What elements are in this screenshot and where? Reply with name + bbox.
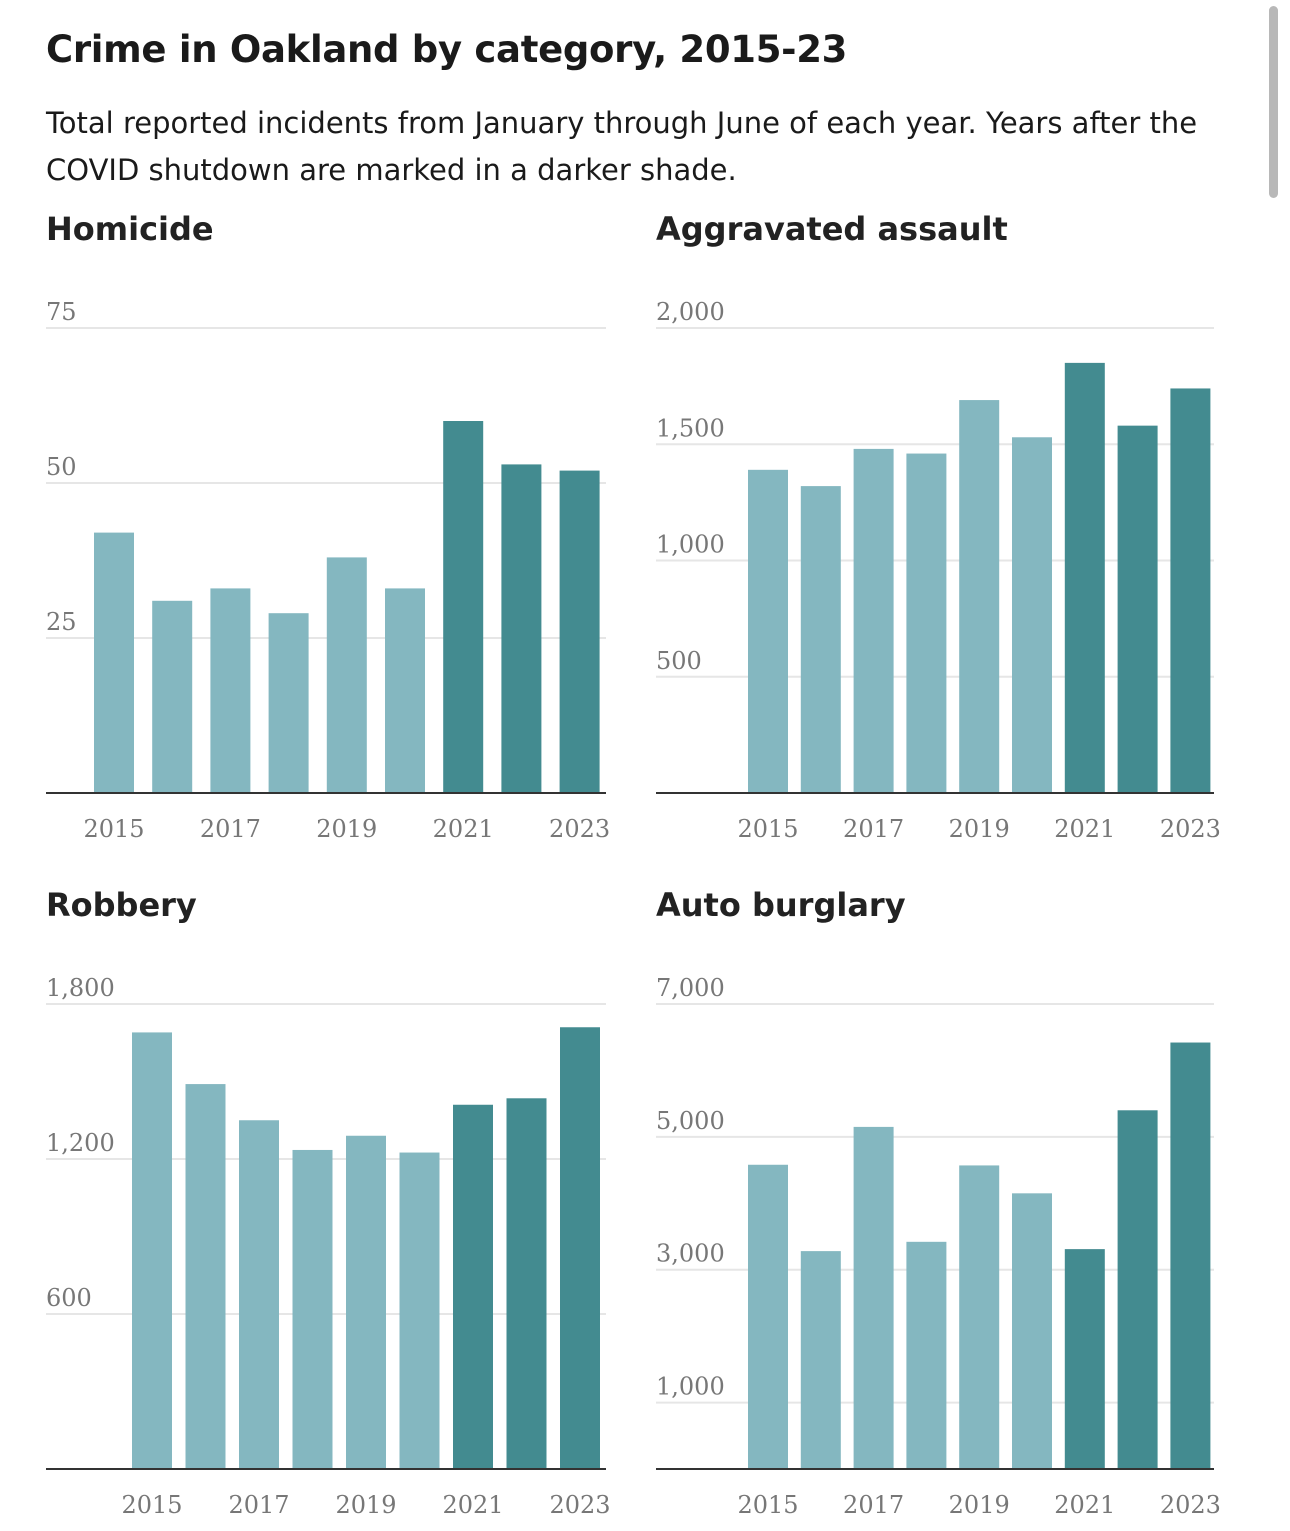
auto-burglary-bar-2020: [1012, 1193, 1052, 1469]
homicide-x-tick-label: 2019: [316, 815, 377, 843]
auto-burglary-bar-2018: [906, 1241, 947, 1469]
panel-title-aggravated-assault: Aggravated assault: [656, 210, 1008, 248]
robbery-x-tick-label: 2019: [335, 1491, 396, 1519]
aggravated-assault-bar-2016: [800, 486, 841, 793]
aggravated-assault-bar-2015: [748, 469, 788, 793]
auto-burglary-y-tick-label: 5,000: [656, 1107, 725, 1135]
chart-subtitle: Total reported incidents from January th…: [46, 106, 1198, 187]
auto-burglary-bar-2022: [1117, 1110, 1158, 1469]
homicide-bar-2023: [559, 470, 600, 793]
robbery-bar-2023: [560, 1027, 600, 1469]
panel-title-auto-burglary: Auto burglary: [656, 886, 906, 924]
robbery-y-tick-label: 1,200: [46, 1129, 115, 1157]
robbery-bar-2021: [453, 1104, 493, 1469]
robbery-y-tick-label: 1,800: [46, 974, 115, 1002]
auto-burglary-bar-2017: [853, 1126, 894, 1469]
homicide-x-tick-label: 2021: [433, 815, 494, 843]
auto-burglary-x-tick-label: 2015: [737, 1491, 798, 1519]
aggravated-assault-chart-svg: 500 1,000 1,500 2,000 2015 2017 2019 2021 2023: [656, 298, 1221, 843]
homicide-y-tick-label: 25: [46, 608, 77, 636]
robbery-x-tick-label: 2021: [442, 1491, 503, 1519]
aggravated-assault-x-tick-label: 2021: [1054, 815, 1115, 843]
homicide-bar-2019: [326, 557, 367, 793]
aggravated-assault-x-tick-label: 2015: [737, 815, 798, 843]
auto-burglary-x-tick-label: 2017: [843, 1491, 904, 1519]
auto-burglary-y-tick-label: 3,000: [656, 1240, 725, 1268]
homicide-bar-2018: [268, 613, 309, 793]
auto-burglary-bar-2015: [748, 1164, 788, 1469]
homicide-bar-2022: [501, 464, 542, 793]
robbery-chart-svg: 600 1,200 1,800 2015 2017 2019 2021 2023: [46, 974, 611, 1519]
robbery-x-tick-label: 2015: [121, 1491, 182, 1519]
auto-burglary-y-tick-label: 1,000: [656, 1373, 725, 1401]
homicide-bar-2021: [443, 421, 484, 793]
aggravated-assault-bar-2020: [1012, 437, 1052, 793]
auto-burglary-bar-2023: [1170, 1042, 1211, 1469]
aggravated-assault-bar-2018: [906, 453, 947, 793]
robbery-bar-2020: [399, 1152, 440, 1469]
aggravated-assault-x-tick-label: 2017: [843, 815, 904, 843]
aggravated-assault-bar-2021: [1064, 362, 1105, 793]
homicide-x-tick-label: 2017: [200, 815, 261, 843]
aggravated-assault-bar-2023: [1170, 388, 1211, 793]
aggravated-assault-y-tick-label: 500: [656, 647, 702, 675]
robbery-y-tick-label: 600: [46, 1284, 92, 1312]
panel-title-homicide: Homicide: [46, 210, 214, 248]
homicide-x-tick-label: 2023: [549, 815, 610, 843]
homicide-y-tick-label: 50: [46, 453, 77, 481]
homicide-chart-svg: 25 50 75 2015 2017 2019 2021 2023: [46, 298, 610, 843]
auto-burglary-x-tick-label: 2019: [949, 1491, 1010, 1519]
robbery-bar-2018: [292, 1149, 333, 1469]
robbery-bar-2019: [346, 1135, 386, 1469]
panel-title-robbery: Robbery: [46, 886, 197, 924]
aggravated-assault-bar-2019: [959, 400, 1000, 793]
homicide-bar-2016: [152, 600, 193, 793]
robbery-x-tick-label: 2023: [549, 1491, 610, 1519]
homicide-bar-2020: [385, 588, 425, 793]
auto-burglary-x-tick-label: 2023: [1160, 1491, 1221, 1519]
robbery-bar-2017: [239, 1120, 279, 1469]
aggravated-assault-y-tick-label: 2,000: [656, 298, 725, 326]
homicide-bar-2015: [94, 532, 134, 793]
auto-burglary-bar-2016: [800, 1251, 841, 1469]
robbery-bar-2022: [506, 1098, 547, 1469]
aggravated-assault-x-tick-label: 2019: [949, 815, 1010, 843]
aggravated-assault-bar-2017: [853, 448, 894, 793]
chart-title: Crime in Oakland by category, 2015-23: [46, 28, 848, 71]
auto-burglary-bar-2019: [959, 1165, 1000, 1469]
auto-burglary-bar-2021: [1064, 1249, 1105, 1469]
aggravated-assault-y-tick-label: 1,000: [656, 531, 725, 559]
robbery-bar-2016: [185, 1084, 226, 1469]
aggravated-assault-y-tick-label: 1,500: [656, 414, 725, 442]
auto-burglary-x-tick-label: 2021: [1054, 1491, 1115, 1519]
homicide-y-tick-label: 75: [46, 298, 77, 326]
robbery-bar-2015: [132, 1032, 172, 1469]
robbery-x-tick-label: 2017: [228, 1491, 289, 1519]
auto-burglary-chart-svg: 1,000 3,000 5,000 7,000 2015 2017 2019 2021 2023: [656, 974, 1221, 1519]
homicide-bar-2017: [210, 588, 251, 793]
scrollbar[interactable]: [1269, 6, 1278, 198]
homicide-x-tick-label: 2015: [83, 815, 144, 843]
aggravated-assault-x-tick-label: 2023: [1160, 815, 1221, 843]
aggravated-assault-bar-2022: [1117, 425, 1158, 793]
auto-burglary-y-tick-label: 7,000: [656, 974, 725, 1002]
